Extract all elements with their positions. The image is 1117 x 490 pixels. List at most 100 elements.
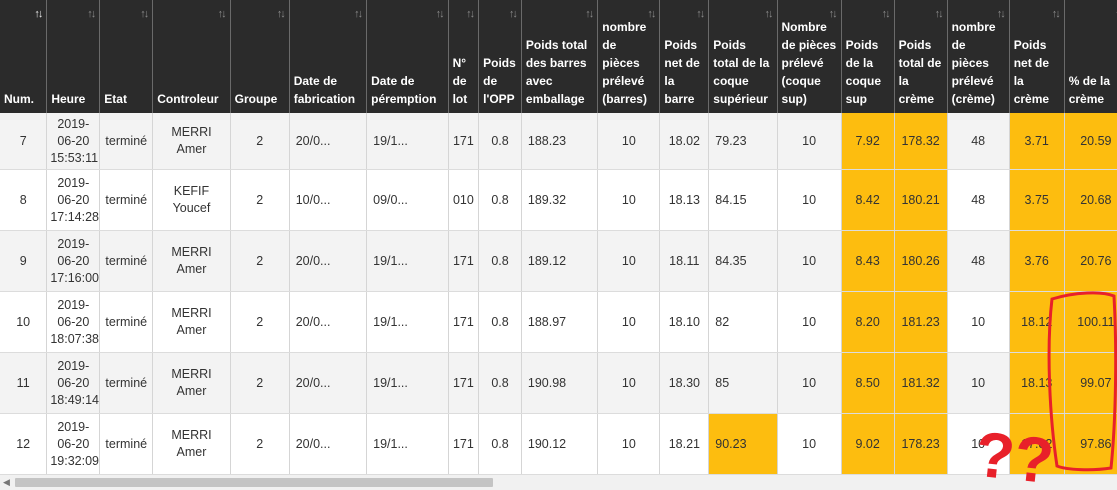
table-cell: 18.13	[1009, 352, 1065, 414]
column-header[interactable]: Nombre de pièces prélevé (coque sup) ↑↓	[777, 0, 842, 113]
sort-arrows-icon[interactable]: ↑↓	[585, 8, 594, 20]
sort-arrows-icon[interactable]: ↑↓	[828, 8, 838, 20]
column-header[interactable]: % de la crème ↑↓	[1064, 0, 1117, 113]
table-cell: 48	[947, 169, 1010, 231]
sort-arrows-icon[interactable]: ↑↓	[34, 8, 43, 20]
column-header[interactable]: Heure ↑↓	[46, 0, 101, 113]
table-cell: 20.76	[1064, 230, 1117, 292]
table-cell: 0.8	[478, 352, 522, 414]
table-row[interactable]: 9 2019- 06-20 17:16:00 terminé MERRI Amer 2 20/…	[0, 230, 1117, 292]
sort-arrows-icon[interactable]: ↑↓	[881, 8, 891, 20]
sort-arrows-icon[interactable]: ↑↓	[435, 8, 445, 20]
table-cell: 9.02	[841, 413, 895, 475]
column-header[interactable]: Poids de la coque sup ↑↓	[841, 0, 895, 113]
table-row[interactable]: 7 2019- 06-20 15:53:11 terminé MERRI Amer 2 20/…	[0, 113, 1117, 170]
timestamp-part: 2019-	[57, 116, 90, 131]
table-cell: 2019- 06-20 17:14:28	[46, 169, 101, 231]
sort-arrows-icon[interactable]: ↑↓	[354, 8, 363, 20]
table-row[interactable]: 11 2019- 06-20 18:49:14 terminé MERRI Amer 2 20…	[0, 352, 1117, 414]
timestamp-part: 2019-	[57, 175, 90, 190]
table-cell: 20.68	[1064, 169, 1117, 231]
table-cell: 181.32	[894, 352, 948, 414]
table-cell: 8.43	[841, 230, 895, 292]
column-header-label: Poids net de la barre	[664, 38, 700, 106]
table-cell: 8.42	[841, 169, 895, 231]
table-cell: 10	[597, 230, 661, 292]
column-header[interactable]: N° de lot ↑↓	[448, 0, 480, 113]
table-cell: 0.8	[478, 169, 522, 231]
table-cell: 10	[777, 113, 842, 170]
scrollbar-thumb[interactable]	[15, 478, 493, 487]
table-row[interactable]: 8 2019- 06-20 17:14:28 terminé KEFIF Youcef 2 1…	[0, 169, 1117, 231]
column-header[interactable]: Date de péremption ↑↓	[366, 0, 449, 113]
column-header[interactable]: nombre de pièces prélevé (barres) ↑↓	[597, 0, 661, 113]
column-header[interactable]: Groupe ↑↓	[230, 0, 290, 113]
table-cell: 20/0...	[289, 230, 368, 292]
timestamp-part: 15:53:11	[50, 150, 99, 165]
table-cell: 100.11	[1064, 291, 1117, 353]
table-row[interactable]: 12 2019- 06-20 19:32:09 terminé MERRI Amer 2 20…	[0, 413, 1117, 475]
sort-arrows-icon[interactable]: ↑↓	[1051, 8, 1061, 20]
column-header[interactable]: Poids net de la barre ↑↓	[659, 0, 710, 113]
column-header[interactable]: Num. ↑↓	[0, 0, 48, 113]
scroll-left-arrow-icon[interactable]: ◀	[3, 477, 10, 487]
table-cell: 10	[777, 230, 842, 292]
table-cell: 2019- 06-20 19:32:09	[46, 413, 101, 475]
sort-arrows-icon[interactable]: ↑↓	[466, 8, 475, 20]
table-cell: 171	[448, 230, 480, 292]
table-cell: 18.30	[659, 352, 710, 414]
table-cell: 181.23	[894, 291, 948, 353]
sort-arrows-icon[interactable]: ↑↓	[276, 8, 286, 20]
table-cell: terminé	[99, 413, 154, 475]
column-header[interactable]: nombre de pièces prélevé (crème) ↑↓	[947, 0, 1010, 113]
column-header[interactable]: Etat ↑↓	[99, 0, 154, 113]
sort-arrows-icon[interactable]: ↑↓	[140, 8, 149, 20]
table-cell: 10	[777, 169, 842, 231]
table-cell: 19/1...	[366, 352, 449, 414]
timestamp-part: 2019-	[57, 297, 90, 312]
column-header[interactable]: Poids total de la crème ↑↓	[894, 0, 948, 113]
timestamp-part: 06-20	[57, 253, 90, 268]
column-header[interactable]: Poids total des barres avec emballage ↑↓	[521, 0, 599, 113]
timestamp-part: 2019-	[57, 358, 90, 373]
table-cell: 189.12	[521, 230, 599, 292]
table-cell: 178.32	[894, 113, 948, 170]
column-header[interactable]: Poids de l'OPP ↑↓	[478, 0, 522, 113]
sort-arrows-icon[interactable]: ↑↓	[934, 8, 944, 20]
sort-arrows-icon[interactable]: ↑↓	[1115, 5, 1117, 23]
table-cell: 180.26	[894, 230, 948, 292]
table-row[interactable]: 10 2019- 06-20 18:07:38 terminé MERRI Amer 2 20…	[0, 291, 1117, 353]
table-cell: 10	[947, 352, 1010, 414]
table-cell: 10	[777, 352, 842, 414]
table-cell: 10	[597, 113, 661, 170]
sort-arrows-icon[interactable]: ↑↓	[87, 8, 96, 20]
table-cell: 20/0...	[289, 352, 368, 414]
table-cell: 10	[597, 169, 661, 231]
table-cell: 0.8	[478, 113, 522, 170]
sort-arrows-icon[interactable]: ↑↓	[508, 8, 518, 20]
column-header[interactable]: Date de fabrication ↑↓	[289, 0, 368, 113]
table-cell: 20/0...	[289, 291, 368, 353]
table-cell: 10/0...	[289, 169, 368, 231]
column-header[interactable]: Poids net de la crème ↑↓	[1009, 0, 1065, 113]
table-cell: KEFIF Youcef	[152, 169, 231, 231]
column-header[interactable]: Controleur ↑↓	[152, 0, 231, 113]
sort-arrows-icon[interactable]: ↑↓	[764, 8, 774, 20]
table-cell: 2	[230, 291, 290, 353]
table-cell: 2	[230, 230, 290, 292]
table-cell: 171	[448, 291, 480, 353]
horizontal-scrollbar[interactable]: ◀	[0, 475, 1117, 490]
table-cell: MERRI Amer	[152, 352, 231, 414]
column-header[interactable]: Poids total de la coque supérieur ↑↓	[708, 0, 778, 113]
sort-arrows-icon[interactable]: ↑↓	[217, 8, 227, 20]
column-header-label: Nombre de pièces prélevé (coque sup)	[781, 20, 837, 106]
sort-arrows-icon[interactable]: ↑↓	[996, 8, 1006, 20]
column-header-label: Poids total de la crème	[898, 38, 942, 106]
timestamp-part: 06-20	[57, 314, 90, 329]
table-cell: 171	[448, 352, 480, 414]
table-cell: 10	[597, 352, 661, 414]
table-cell: 09/0...	[366, 169, 449, 231]
sort-arrows-icon[interactable]: ↑↓	[647, 8, 656, 20]
table-cell: 0.8	[478, 413, 522, 475]
sort-arrows-icon[interactable]: ↑↓	[696, 8, 705, 20]
